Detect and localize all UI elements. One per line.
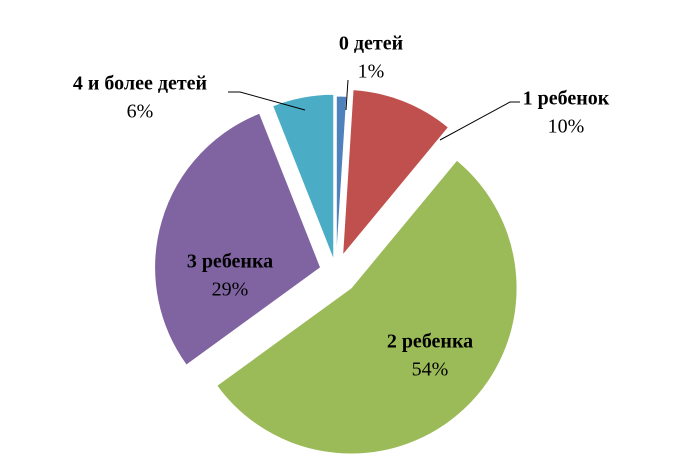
slice-label: 0 детей — [339, 33, 403, 55]
slice-value: 54% — [412, 359, 449, 381]
leader-line — [228, 91, 306, 111]
pie-slice — [154, 112, 322, 366]
pie-slice — [342, 89, 450, 257]
leader-line — [345, 79, 349, 111]
pie-slice — [271, 93, 335, 261]
slice-value: 10% — [548, 116, 585, 138]
slice-value: 29% — [212, 279, 249, 301]
leader-line — [439, 101, 520, 141]
slice-label: 1 ребенок — [523, 88, 610, 110]
slice-label: 4 и более детей — [73, 73, 207, 95]
pie-slice — [216, 159, 518, 455]
slice-label: 3 ребенка — [187, 251, 273, 273]
slice-label: 2 ребенка — [387, 331, 473, 353]
slice-value: 1% — [358, 61, 385, 83]
slice-value: 6% — [127, 101, 154, 123]
